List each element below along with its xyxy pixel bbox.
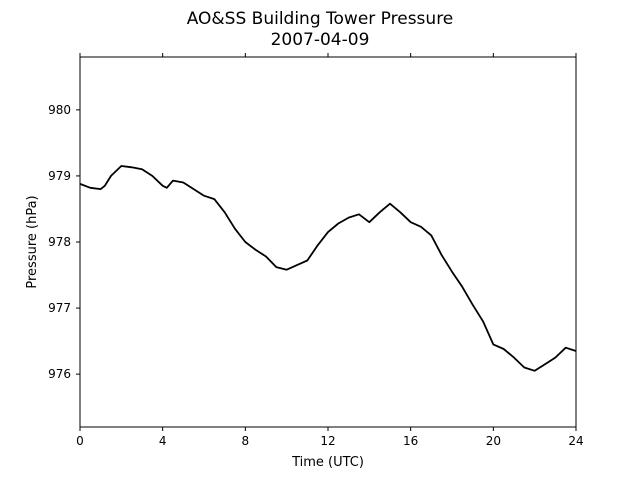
chart-subtitle: 2007-04-09 [271, 30, 370, 50]
y-axis-label: Pressure (hPa) [25, 195, 40, 288]
x-tick-label: 8 [242, 434, 250, 448]
series-group [79, 165, 577, 372]
y-tick-label: 976 [48, 367, 71, 381]
plot-area [79, 56, 577, 428]
x-tick-label: 24 [568, 434, 583, 448]
y-tick-label: 979 [48, 169, 71, 183]
x-tick-label: 0 [76, 434, 84, 448]
chart-title: AO&SS Building Tower Pressure [187, 9, 454, 29]
pressure-series-line [79, 165, 577, 372]
y-tick-label: 980 [48, 103, 71, 117]
x-tick-label: 4 [159, 434, 167, 448]
y-tick-label: 978 [48, 235, 71, 249]
x-tick-label: 12 [320, 434, 335, 448]
x-tick-label: 20 [486, 434, 501, 448]
y-tick-label: 977 [48, 301, 71, 315]
x-tick-label: 16 [403, 434, 418, 448]
axis-ticks: 0 4 8 12 16 20 24 976 977 978 979 980 [48, 53, 584, 448]
x-axis-label: Time (UTC) [291, 455, 364, 470]
